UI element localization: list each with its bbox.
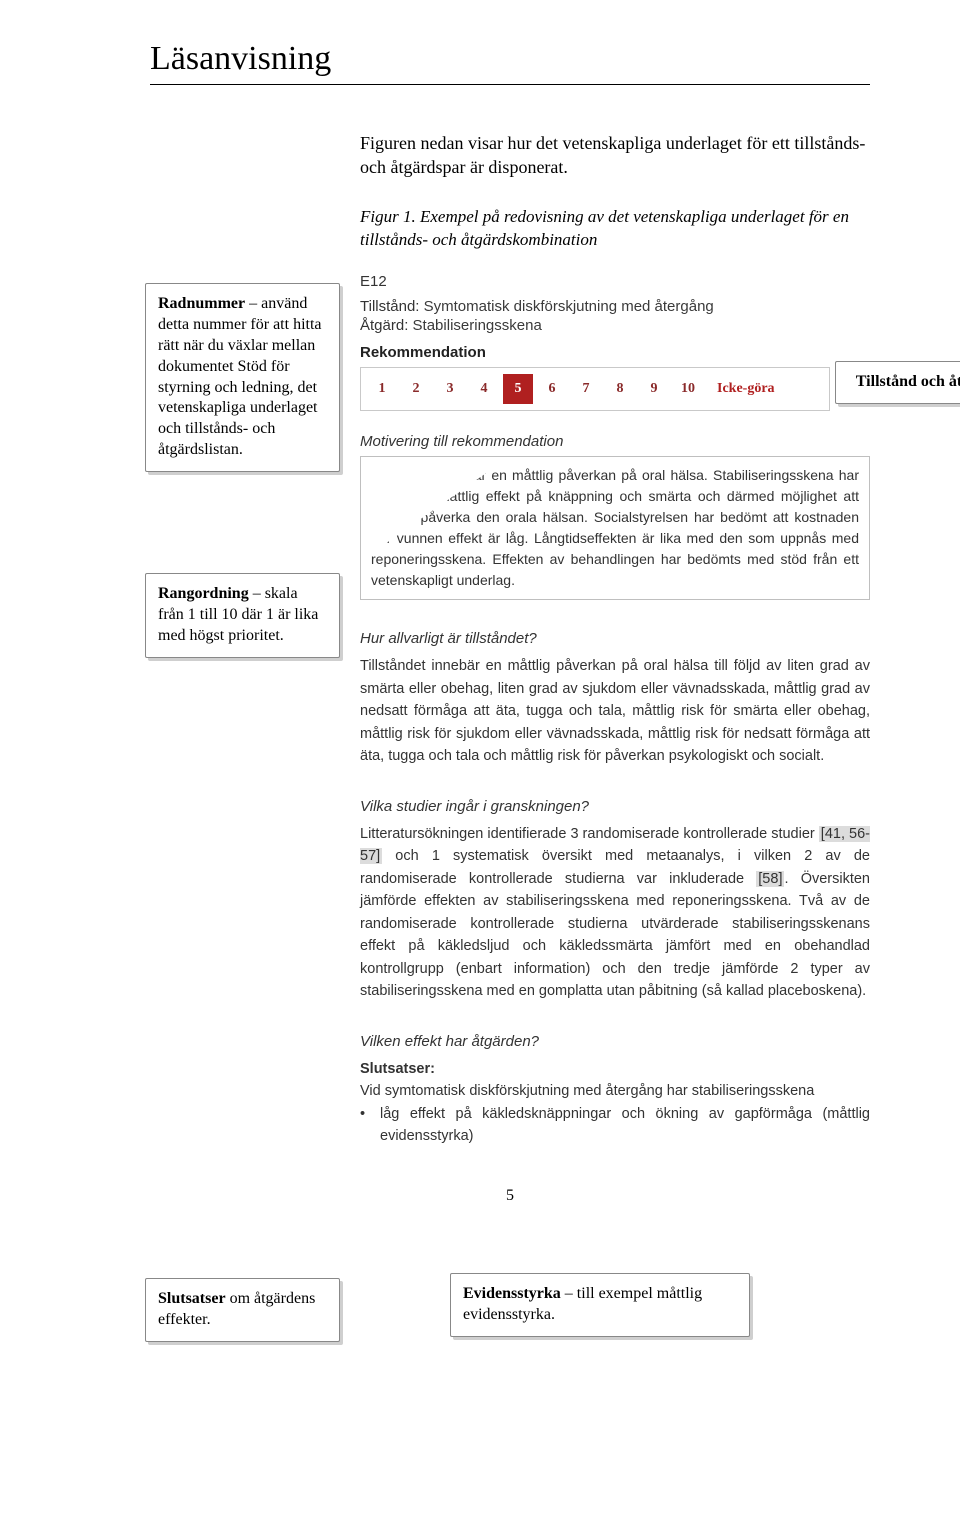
tillstand-label: Tillstånd: xyxy=(360,298,419,315)
action-line: Åtgärd: Stabiliseringsskena xyxy=(360,317,870,334)
callout-evidensstyrka: Evidensstyrka – till exempel måttlig evi… xyxy=(450,1273,750,1337)
page-title: Läsanvisning xyxy=(150,40,870,78)
bullet-marker: • xyxy=(360,1103,380,1148)
motivation-header: Motivering till rekommendation xyxy=(360,433,870,450)
callout-slutsatser: Slutsatser om åtgärdens effekter. xyxy=(145,1278,340,1342)
callout-rangordning: Rangordning – skala från 1 till 10 där 1… xyxy=(145,573,340,657)
severity-text: Tillståndet innebär en måttlig påverkan … xyxy=(360,655,870,767)
priority-cell-9: 9 xyxy=(639,374,669,404)
priority-cell-10: 10 xyxy=(673,374,703,404)
conclusions-label: Slutsatser: xyxy=(360,1061,435,1077)
motivation-box: Tillståndet innebär en måttlig påverkan … xyxy=(360,456,870,600)
callout-radnummer-bold: Radnummer xyxy=(158,295,245,312)
row-code: E12 xyxy=(360,273,870,290)
icke-gora-label: Icke-göra xyxy=(707,374,785,404)
page-number: 5 xyxy=(150,1187,870,1205)
priority-cell-4: 4 xyxy=(469,374,499,404)
studies-header: Vilka studier ingår i granskningen? xyxy=(360,798,870,815)
conclusions-block: Slutsatser: xyxy=(360,1058,870,1080)
atgard-value: Stabiliseringsskena xyxy=(413,317,542,334)
priority-cell-5: 5 xyxy=(503,374,533,404)
callout-evid-bold: Evidensstyrka xyxy=(463,1285,561,1302)
intro-paragraph: Figuren nedan visar hur det vetenskaplig… xyxy=(360,131,870,180)
recommendation-header: Rekommendation xyxy=(360,344,870,361)
figure-caption: Figur 1. Exempel på redovisning av det v… xyxy=(360,206,870,252)
priority-cell-3: 3 xyxy=(435,374,465,404)
priority-cell-6: 6 xyxy=(537,374,567,404)
callout-radnummer: Radnummer – använd detta nummer för att … xyxy=(145,283,340,471)
priority-cell-2: 2 xyxy=(401,374,431,404)
page: Läsanvisning Figuren nedan visar hur det… xyxy=(0,0,960,1245)
priority-cell-8: 8 xyxy=(605,374,635,404)
bullet-text: låg effekt på käkledsknäppningar och ökn… xyxy=(380,1103,870,1148)
atgard-label: Åtgärd: xyxy=(360,317,408,334)
conclusion-intro-line: Vid symtomatisk diskförskjutning med åte… xyxy=(360,1080,870,1102)
callout-slut-bold: Slutsatser xyxy=(158,1290,226,1307)
effect-header: Vilken effekt har åtgärden? xyxy=(360,1033,870,1050)
studies-pre: Litteratursökningen identifierade 3 rand… xyxy=(360,826,819,842)
conclusion-bullet: • låg effekt på käkledsknäppningar och ö… xyxy=(360,1103,870,1148)
priority-scale: 12345678910Icke-göra xyxy=(360,367,830,411)
studies-post: . Översikten jämförde effekten av stabil… xyxy=(360,871,870,999)
title-divider xyxy=(150,84,870,85)
condition-line: Tillstånd: Symtomatisk diskförskjutning … xyxy=(360,298,870,315)
callout-radnummer-text: – använd detta nummer för att hitta rätt… xyxy=(158,295,322,458)
priority-cell-7: 7 xyxy=(571,374,601,404)
studies-text: Litteratursökningen identifierade 3 rand… xyxy=(360,823,870,1003)
tillstand-value: Symtomatisk diskförskjutning med återgån… xyxy=(424,298,714,315)
callout-tillstand-atgard: Tillstånd och åtgärd xyxy=(835,361,960,404)
figure-area: Radnummer – använd detta nummer för att … xyxy=(360,273,870,1147)
callout-rang-bold: Rangordning xyxy=(158,585,249,602)
studies-ref2: [58] xyxy=(756,871,784,887)
severity-header: Hur allvarligt är tillståndet? xyxy=(360,630,870,647)
example-screenshot: E12 Tillstånd: Symtomatisk diskförskjutn… xyxy=(360,273,870,1147)
callout-tillstand-text: Tillstånd och åtgärd xyxy=(856,373,960,390)
priority-cell-1: 1 xyxy=(367,374,397,404)
